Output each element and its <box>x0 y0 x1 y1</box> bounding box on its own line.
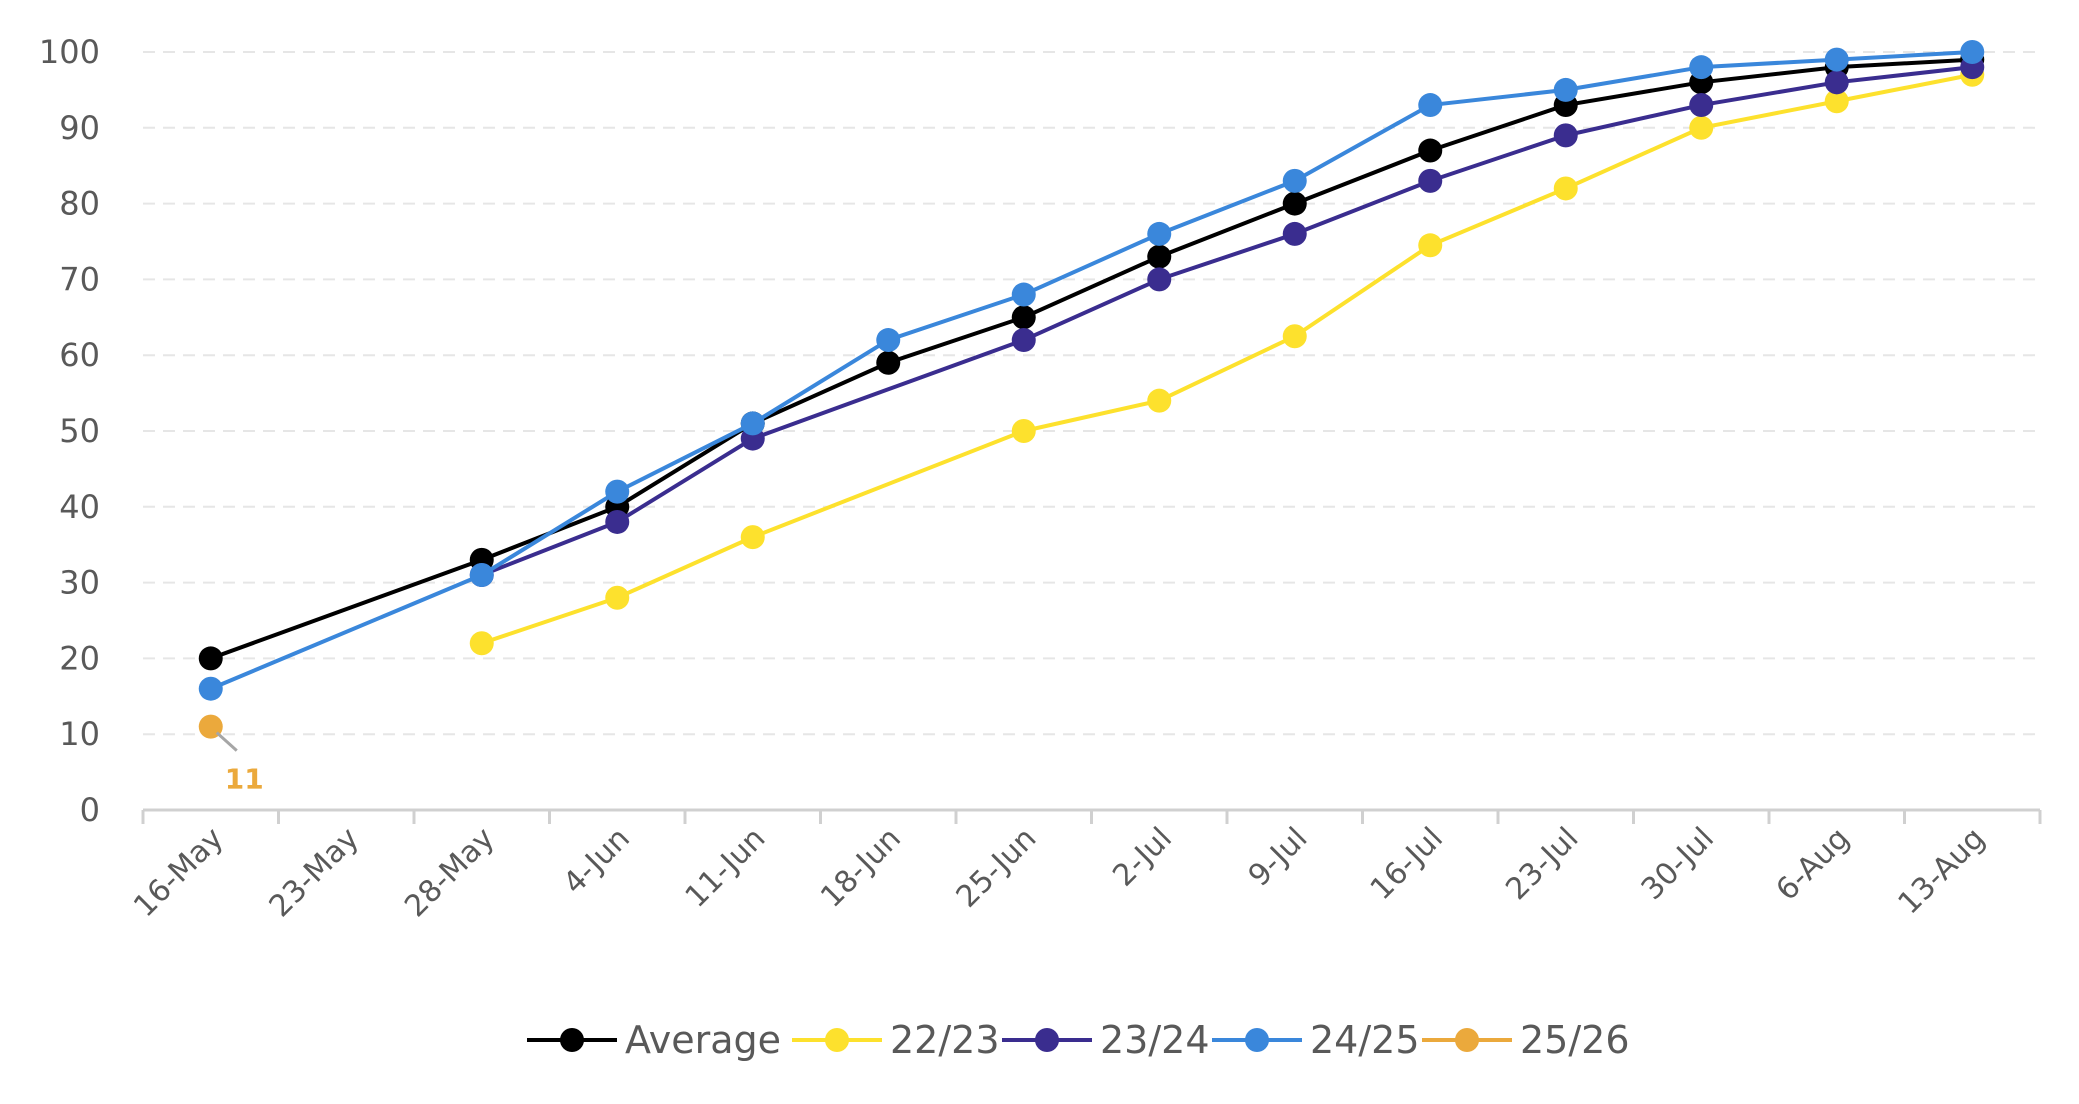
x-axis-ticks: 16-May 23-May 28-May 4-Jun 11-Jun 18-Jun 25-Ju… <box>127 821 1992 924</box>
legend-item-24-25: 24/25 <box>1212 1018 1420 1062</box>
marker-24-25 <box>1824 47 1849 72</box>
x-tick-label: 4-Jun <box>557 821 637 901</box>
marker-22-23 <box>1418 233 1443 258</box>
x-tick-label: 11-Jun <box>679 821 773 915</box>
marker-Average <box>876 350 901 375</box>
marker-22-23 <box>1147 388 1172 413</box>
marker-24-25 <box>1147 221 1172 246</box>
x-tick-label: 23-Jul <box>1499 821 1585 907</box>
marker-22-23 <box>1824 89 1849 114</box>
x-tick-label: 6-Aug <box>1770 821 1857 908</box>
marker-24-25 <box>469 563 494 588</box>
data-label: 11 <box>225 763 264 796</box>
x-tick-label: 9-Jul <box>1242 821 1315 894</box>
data-labels: 11 <box>215 731 264 796</box>
y-tick-label: 0 <box>80 791 100 829</box>
y-axis-ticks: 0 10 20 30 40 50 60 70 80 90 100 <box>39 33 100 829</box>
marker-23-24 <box>1418 168 1443 193</box>
y-tick-label: 40 <box>59 488 100 526</box>
marker-23-24 <box>1011 328 1036 353</box>
axes <box>141 808 2042 824</box>
marker-22-23 <box>469 631 494 656</box>
marker-24-25 <box>1011 282 1036 307</box>
y-tick-label: 80 <box>59 185 100 223</box>
legend-label: 22/23 <box>890 1018 1000 1062</box>
x-tick-label: 16-Jul <box>1364 821 1450 907</box>
marker-22-23 <box>605 585 630 610</box>
marker-24-25 <box>605 479 630 504</box>
data-label-leader <box>215 731 238 752</box>
marker-23-24 <box>605 509 630 534</box>
marker-Average <box>1011 305 1036 330</box>
series-line-24-25 <box>209 50 1973 691</box>
x-tick-label: 25-Jun <box>950 821 1044 915</box>
marker-22-23 <box>1689 115 1714 140</box>
marker-23-24 <box>1824 70 1849 95</box>
legend: Average 22/23 23/24 24/25 25/26 <box>527 1018 1630 1062</box>
y-tick-label: 10 <box>59 715 100 753</box>
y-tick-label: 90 <box>59 109 100 147</box>
y-tick-label: 70 <box>59 260 100 298</box>
y-tick-label: 30 <box>59 564 100 602</box>
x-tick-label: 18-Jun <box>814 821 908 915</box>
series-layer <box>198 40 1985 739</box>
marker-24-25 <box>1553 77 1578 102</box>
x-tick-label: 2-Jul <box>1106 821 1179 894</box>
x-tick-label: 23-May <box>263 821 366 924</box>
legend-item-25-26: 25/26 <box>1422 1018 1630 1062</box>
marker-23-24 <box>1282 221 1307 246</box>
marker-22-23 <box>1282 324 1307 349</box>
marker-24-25 <box>1689 55 1714 80</box>
y-tick-label: 50 <box>59 412 100 450</box>
legend-item-22-23: 22/23 <box>792 1018 1000 1062</box>
marker-22-23 <box>1553 176 1578 201</box>
legend-item-Average: Average <box>527 1018 781 1062</box>
gridlines <box>143 51 2040 736</box>
y-tick-label: 20 <box>59 639 100 677</box>
y-tick-label: 100 <box>39 33 100 71</box>
marker-22-23 <box>1011 419 1036 443</box>
legend-marker <box>1035 1028 1059 1052</box>
marker-22-23 <box>740 525 765 550</box>
y-tick-label: 60 <box>59 336 100 374</box>
series-line-22-23 <box>481 72 1973 646</box>
x-tick-label: 16-May <box>127 821 230 924</box>
marker-23-24 <box>1147 267 1172 292</box>
legend-marker <box>560 1028 584 1052</box>
marker-24-25 <box>876 328 901 353</box>
marker-Average <box>1418 138 1443 163</box>
series-line-23-24 <box>481 65 1973 577</box>
marker-Average <box>1147 244 1172 269</box>
marker-23-24 <box>1689 93 1714 118</box>
marker-24-25 <box>198 676 223 701</box>
legend-marker <box>825 1028 849 1052</box>
legend-label: 24/25 <box>1310 1018 1420 1062</box>
marker-Average <box>1282 191 1307 216</box>
legend-marker <box>1245 1028 1269 1052</box>
marker-Average <box>198 646 223 671</box>
legend-label: 25/26 <box>1520 1018 1630 1062</box>
marker-24-25 <box>740 411 765 436</box>
marker-24-25 <box>1418 93 1443 118</box>
marker-24-25 <box>1960 40 1985 64</box>
legend-label: Average <box>625 1018 781 1062</box>
legend-marker <box>1455 1028 1479 1052</box>
x-tick-label: 13-Aug <box>1892 821 1992 921</box>
x-tick-label: 30-Jul <box>1635 821 1721 907</box>
legend-item-23-24: 23/24 <box>1002 1018 1210 1062</box>
legend-label: 23/24 <box>1100 1018 1210 1062</box>
x-tick-label: 28-May <box>398 821 501 924</box>
marker-24-25 <box>1282 168 1307 193</box>
marker-23-24 <box>1553 123 1578 148</box>
